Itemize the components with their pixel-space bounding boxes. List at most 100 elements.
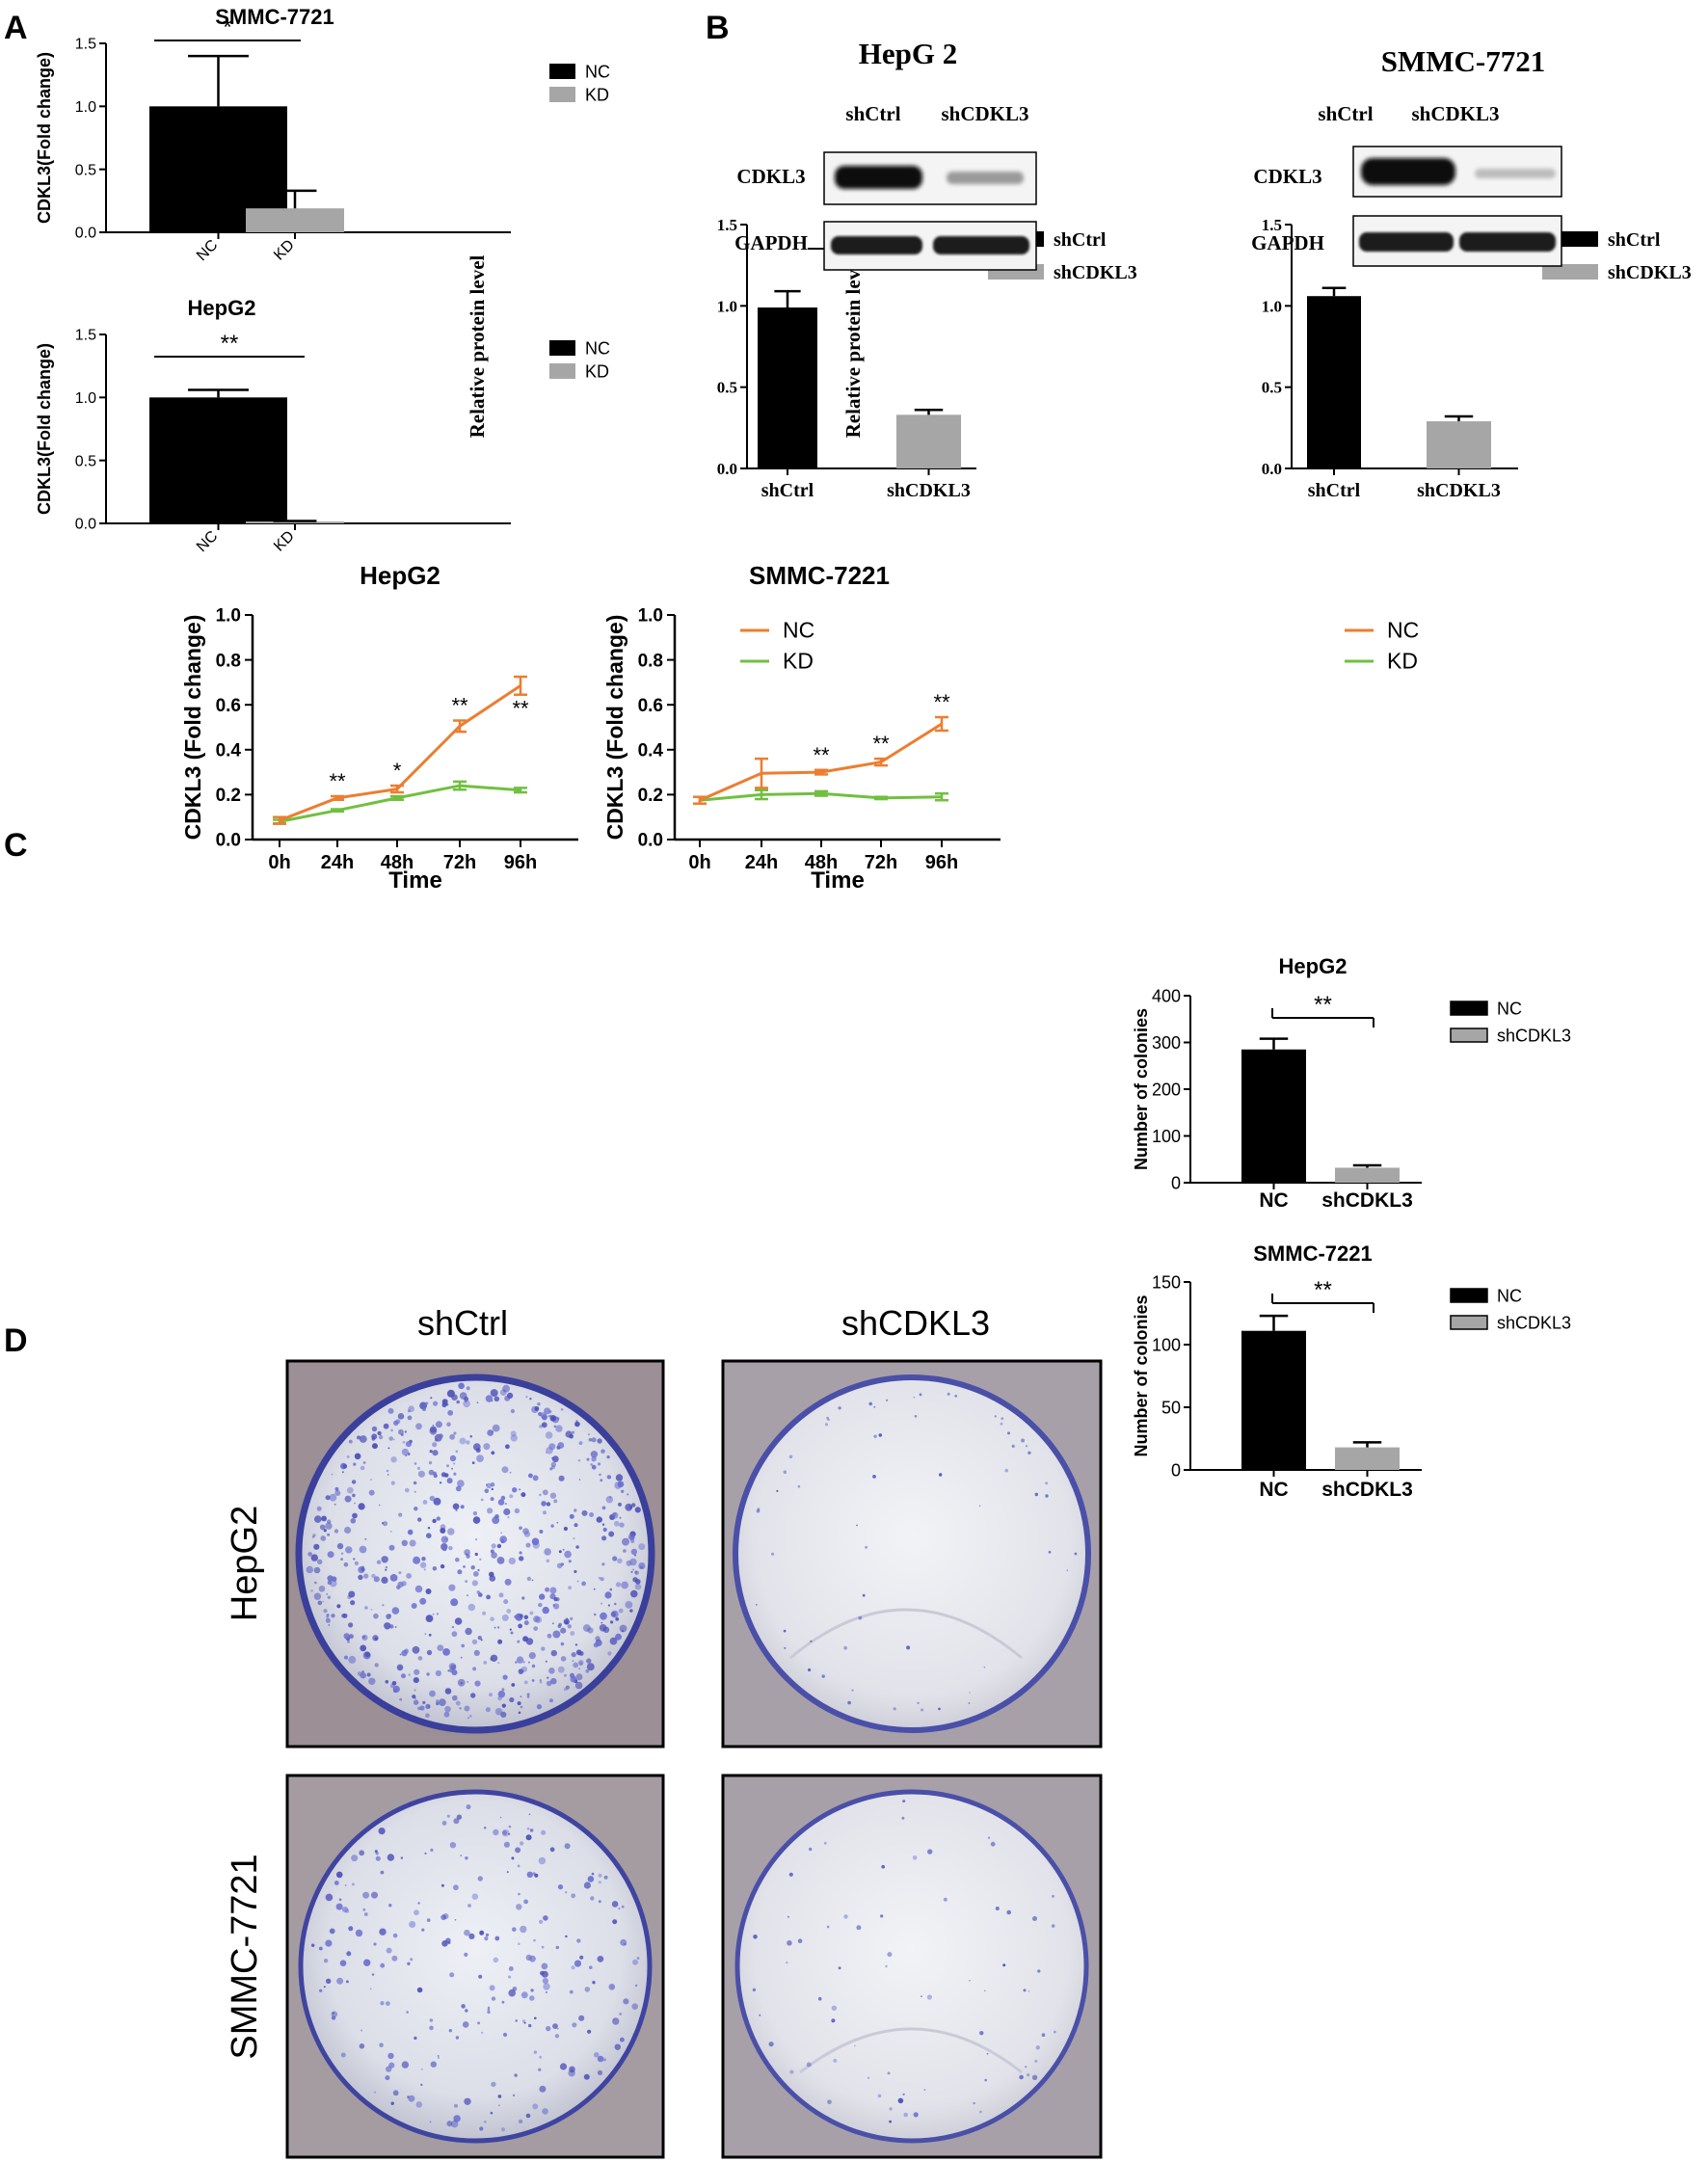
significance-label: * — [393, 759, 402, 783]
colony — [486, 1594, 491, 1600]
colony — [414, 1490, 416, 1493]
colony — [519, 1556, 524, 1561]
colony — [382, 1521, 388, 1527]
colony — [335, 1871, 343, 1879]
colony — [598, 1881, 601, 1884]
colony — [1054, 2030, 1056, 2034]
colony — [371, 1973, 375, 1976]
colony — [361, 1634, 368, 1642]
colony — [921, 1995, 922, 1998]
colony — [391, 1681, 397, 1686]
colony — [329, 1928, 335, 1935]
colony — [576, 1938, 581, 1943]
colony — [386, 1947, 392, 1954]
colony — [432, 1442, 438, 1448]
colony — [424, 1852, 427, 1855]
colony — [582, 1624, 591, 1632]
colony — [435, 1421, 442, 1428]
colony — [590, 1896, 595, 1901]
colony — [539, 1679, 542, 1682]
colony — [470, 1565, 475, 1570]
colony — [491, 1552, 497, 1559]
colony — [927, 1849, 933, 1855]
colony — [346, 1486, 354, 1494]
colony — [843, 1645, 847, 1650]
colony — [455, 1485, 462, 1492]
colony — [602, 1626, 610, 1634]
colony — [621, 1581, 628, 1589]
colony — [979, 2031, 984, 2036]
significance-label: ** — [813, 743, 830, 767]
colony — [483, 1661, 488, 1665]
colony — [317, 1559, 323, 1565]
colony — [607, 1604, 611, 1607]
x-tick-label: KD — [271, 237, 298, 264]
colony — [454, 1919, 457, 1921]
colony — [1031, 2074, 1038, 2080]
colony — [407, 1529, 414, 1535]
colony — [574, 1643, 578, 1646]
colony — [384, 1622, 391, 1630]
colony — [605, 1496, 613, 1504]
colony — [503, 1599, 509, 1605]
colony — [497, 2095, 502, 2098]
colony — [448, 2029, 452, 2033]
colony — [334, 1486, 339, 1491]
colony — [546, 2025, 551, 2032]
colony — [597, 1438, 602, 1444]
colony — [500, 1711, 507, 1718]
colony — [328, 1623, 331, 1626]
colony — [634, 1507, 641, 1513]
colony — [436, 1516, 440, 1521]
colony — [485, 1707, 491, 1713]
colony — [348, 1655, 357, 1664]
colony — [539, 2055, 543, 2059]
colony — [510, 1631, 514, 1635]
y-tick-label: 0.0 — [216, 831, 241, 851]
colony — [496, 1557, 505, 1564]
colony — [547, 1676, 549, 1679]
colony — [461, 1643, 466, 1648]
colony — [468, 1933, 475, 1939]
colony — [491, 1430, 494, 1433]
y-tick-label: 0.5 — [75, 162, 96, 178]
colony — [392, 1933, 398, 1938]
colony — [451, 1625, 455, 1629]
colony — [597, 2055, 604, 2063]
y-axis-label: CDKL3 (Fold change) — [602, 615, 627, 841]
colony — [1006, 1909, 1011, 1915]
y-tick-label: 1.0 — [75, 99, 96, 116]
colony — [503, 1841, 511, 1848]
colony — [479, 1930, 485, 1935]
colony — [339, 1960, 347, 1966]
colony — [340, 1558, 343, 1561]
colony — [463, 1565, 466, 1568]
colony — [465, 1400, 467, 1403]
colony — [867, 2076, 870, 2079]
colony — [467, 1594, 468, 1597]
legend-label: NC — [585, 338, 610, 358]
colony — [450, 1598, 459, 1607]
colony — [336, 1604, 341, 1609]
colony — [359, 1545, 367, 1554]
colony — [565, 1685, 571, 1690]
colony — [493, 1957, 499, 1963]
x-tick-label: 72h — [443, 852, 476, 873]
colony — [491, 1451, 495, 1455]
colony — [600, 1577, 604, 1582]
colony — [501, 1688, 505, 1692]
colony — [327, 1595, 331, 1600]
colony — [821, 1674, 825, 1678]
colony — [478, 1974, 483, 1979]
colony — [428, 1705, 431, 1708]
colony — [565, 1935, 568, 1938]
colony — [552, 1604, 556, 1607]
colony — [494, 1626, 496, 1629]
colony — [477, 1636, 482, 1641]
colony — [541, 1501, 547, 1507]
x-tick-label: NC — [1259, 1479, 1288, 1501]
x-tick-label: shCDKL3 — [887, 480, 971, 501]
colony — [539, 1425, 543, 1428]
colony — [529, 1995, 535, 2001]
colony — [548, 1409, 552, 1414]
